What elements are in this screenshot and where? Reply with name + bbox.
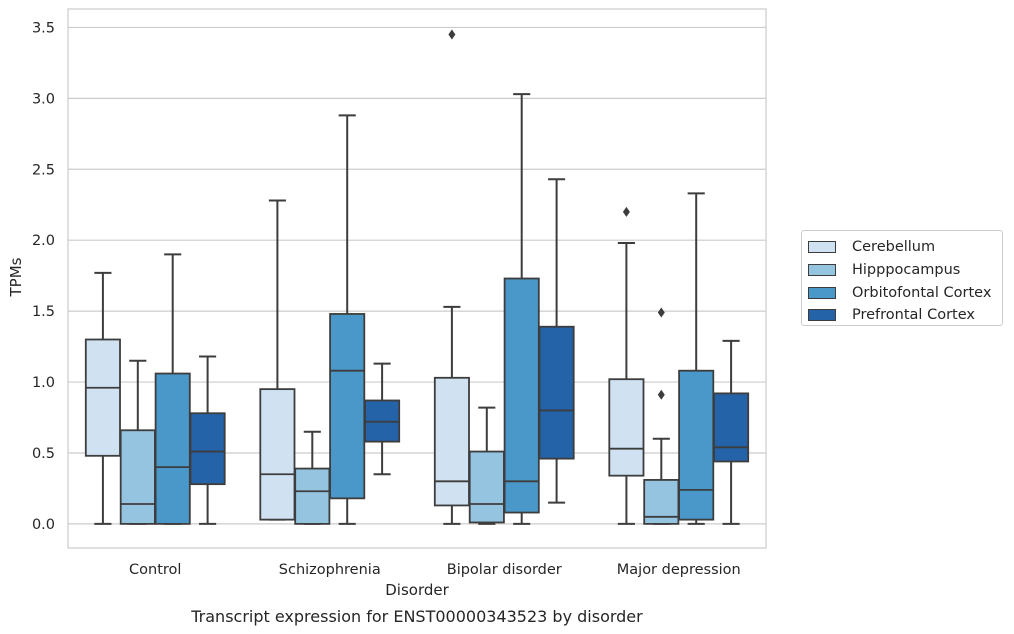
box-body [608, 378, 645, 477]
legend-item: Cerebellum [808, 236, 1002, 259]
outlier-point [622, 206, 630, 217]
boxes-layer [84, 29, 750, 525]
box-body [84, 338, 121, 457]
outlier-point [448, 29, 456, 40]
box-prefrontal-cortex [538, 178, 575, 504]
legend: Cerebellum Hipppocampus Orbitofontal Corte… [801, 230, 1003, 326]
box-body [294, 467, 331, 525]
y-tick-label: 2.0 [32, 233, 55, 249]
box-prefrontal-cortex [713, 339, 750, 525]
legend-swatch [808, 264, 836, 277]
legend-item: Hipppocampus [808, 259, 1002, 282]
box-cerebellum [608, 206, 645, 525]
box-prefrontal-cortex [189, 355, 226, 525]
legend-swatch [808, 309, 836, 322]
box-hipppocampus [643, 307, 680, 525]
box-orbitofontal-cortex [503, 93, 540, 525]
legend-label: Prefrontal Cortex [852, 307, 975, 324]
outlier-point [657, 389, 665, 400]
y-tick-label: 3.0 [32, 91, 55, 107]
box-body [154, 372, 191, 525]
outlier-point [657, 307, 665, 318]
plot-area [67, 8, 767, 549]
box-body [119, 429, 156, 525]
box-cerebellum [84, 271, 121, 525]
x-axis-label: Disorder [385, 581, 449, 599]
legend-label: Orbitofontal Cortex [852, 284, 992, 301]
x-tick-label: Major depression [617, 562, 741, 578]
box-body [538, 325, 575, 460]
x-tick-label: Schizophrenia [279, 562, 381, 578]
legend-swatch [808, 286, 836, 299]
x-tick-label: Control [129, 562, 181, 578]
y-tick-label: 2.5 [32, 162, 55, 178]
box-body [713, 392, 750, 463]
legend-item: Orbitofontal Cortex [808, 281, 1002, 304]
box-body [678, 369, 715, 521]
box-body [433, 376, 470, 507]
box-orbitofontal-cortex [678, 192, 715, 525]
y-tick-label: 0.0 [32, 517, 55, 533]
legend-item: Prefrontal Cortex [808, 304, 1002, 327]
x-axis: Control Schizophrenia Bipolar disorder Majo… [129, 562, 741, 578]
box-cerebellum [259, 199, 296, 521]
box-orbitofontal-cortex [329, 114, 366, 525]
box-hipppocampus [468, 406, 505, 525]
box-body [329, 313, 366, 500]
box-body [189, 412, 226, 486]
y-tick-label: 3.5 [32, 20, 55, 36]
box-body [259, 388, 296, 521]
y-axis-label: TPMs [7, 257, 25, 297]
box-hipppocampus [119, 359, 156, 525]
box-body [503, 277, 540, 514]
box-hipppocampus [294, 430, 331, 525]
legend-label: Cerebellum [852, 239, 936, 256]
box-orbitofontal-cortex [154, 253, 191, 525]
legend-label: Hipppocampus [852, 262, 961, 279]
box-body [468, 450, 505, 524]
x-tick-label: Bipolar disorder [447, 562, 562, 578]
y-tick-label: 0.5 [32, 446, 55, 462]
legend-swatch [808, 241, 836, 254]
y-tick-label: 1.5 [32, 304, 55, 320]
y-axis: 0.0 0.5 1.0 1.5 2.0 2.5 3.0 3.5 [32, 20, 55, 532]
box-cerebellum [433, 29, 470, 525]
y-tick-label: 1.0 [32, 375, 55, 391]
chart-caption: Transcript expression for ENST0000034352… [190, 607, 643, 626]
box-prefrontal-cortex [364, 362, 401, 476]
